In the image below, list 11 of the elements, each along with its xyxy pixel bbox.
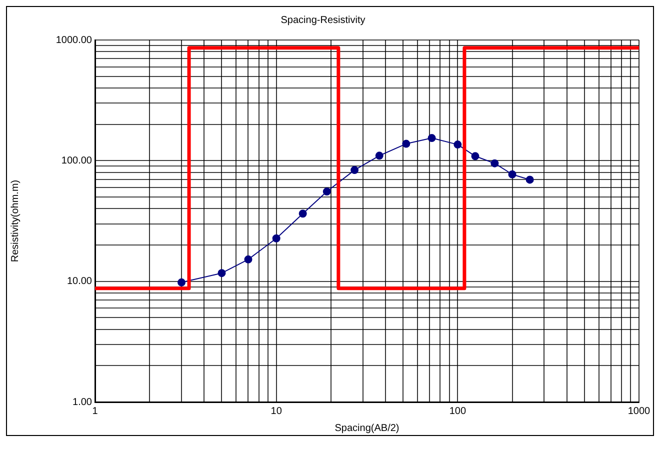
x-tick-label: 1000 xyxy=(628,406,651,417)
y-axis-title: Resistivity(ohm.m) xyxy=(10,180,21,262)
chart-title: Spacing-Resistivity xyxy=(280,14,366,26)
x-axis-title: Spacing(AB/2) xyxy=(334,422,400,434)
y-tick-label: 10.00 xyxy=(66,276,92,288)
x-tick-label: 10 xyxy=(270,406,282,417)
x-tick-label: 1 xyxy=(92,406,98,417)
y-tick-label: 1000.00 xyxy=(56,34,92,46)
y-tick-label: 100.00 xyxy=(61,155,92,166)
y-tick-label: 1.00 xyxy=(72,396,92,408)
x-tick-label: 100 xyxy=(449,406,466,417)
